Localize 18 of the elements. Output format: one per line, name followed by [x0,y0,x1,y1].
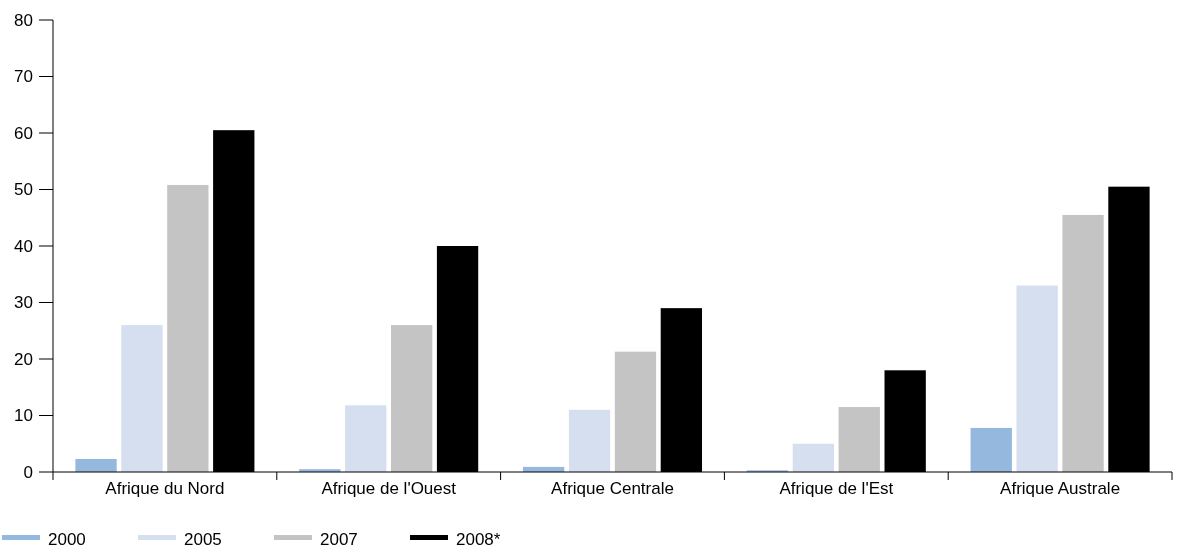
y-tick-label: 30 [14,293,33,313]
y-tick-label: 10 [14,406,33,426]
legend-label: 2007 [320,529,358,549]
legend-label: 2000 [48,529,86,549]
y-tick-label: 20 [14,349,33,369]
x-tick-label: Afrique de l'Ouest [321,479,457,498]
y-tick-label: 50 [14,180,33,200]
x-tick-label: Afrique Centrale [551,479,674,498]
legend-label: 2008* [456,529,501,549]
y-tick-label: 40 [14,236,33,256]
x-tick-label: Afrique de l'Est [779,479,894,498]
x-tick-label: Afrique du Nord [105,479,225,498]
y-tick-label: 0 [23,462,33,482]
legend-label: 2005 [184,529,222,549]
x-tick-label: Afrique Australe [1000,479,1121,498]
y-tick-label: 60 [14,123,33,143]
y-tick-label: 80 [14,10,33,30]
y-tick-label: 70 [14,67,33,87]
